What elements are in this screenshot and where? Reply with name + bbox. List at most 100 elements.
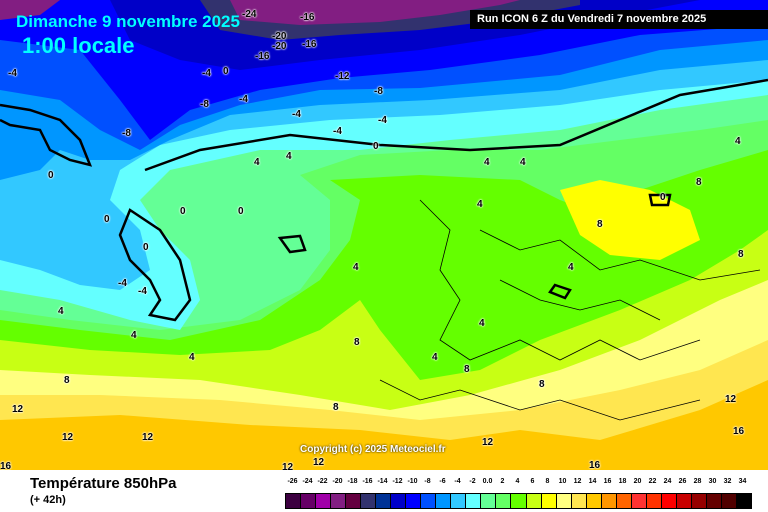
contour-label: 0 bbox=[143, 242, 149, 253]
contour-label: 8 bbox=[597, 219, 603, 230]
legend-swatch bbox=[436, 494, 452, 508]
legend-label: -22 bbox=[317, 478, 328, 485]
contour-label: -24 bbox=[242, 9, 257, 20]
hudson-bay bbox=[118, 208, 192, 322]
contour-label: -16 bbox=[255, 51, 270, 62]
legend-label: -6 bbox=[439, 478, 446, 485]
inland-sea bbox=[548, 283, 572, 300]
legend-swatch bbox=[631, 494, 647, 508]
legend-swatch bbox=[526, 494, 542, 508]
contour-label: 4 bbox=[353, 262, 359, 273]
contour-label: 0 bbox=[223, 66, 229, 77]
borders bbox=[379, 199, 761, 421]
island-outline bbox=[277, 234, 307, 254]
contour-label: 8 bbox=[738, 249, 744, 260]
contour-label: 12 bbox=[12, 404, 24, 415]
legend-swatch bbox=[661, 494, 677, 508]
legend-label: 10 bbox=[558, 478, 567, 485]
contour-label: -4 bbox=[118, 278, 127, 289]
legend-swatch bbox=[721, 494, 737, 508]
contour-label: 0 bbox=[373, 141, 379, 152]
legend-swatch bbox=[646, 494, 662, 508]
model-run-info: Run ICON 6 Z du Vendredi 7 novembre 2025 bbox=[470, 10, 768, 29]
contour-label: 0 bbox=[48, 170, 54, 181]
contour-label: 4 bbox=[735, 136, 741, 147]
legend-label: -10 bbox=[407, 478, 418, 485]
contour-label: 0 bbox=[180, 206, 186, 217]
contour-label: 8 bbox=[696, 177, 702, 188]
legend-swatch bbox=[361, 494, 377, 508]
contour-label: 8 bbox=[333, 402, 339, 413]
legend-label: 12 bbox=[573, 478, 582, 485]
legend-swatch bbox=[541, 494, 557, 508]
legend-swatch bbox=[421, 494, 437, 508]
contour-label: 8 bbox=[64, 375, 70, 386]
border-line bbox=[419, 199, 701, 361]
legend-label: 16 bbox=[603, 478, 612, 485]
contour-label: 8 bbox=[539, 379, 545, 390]
contour-label: 4 bbox=[189, 352, 195, 363]
contour-label: -12 bbox=[335, 71, 350, 82]
legend-swatch bbox=[406, 494, 422, 508]
legend-label: -14 bbox=[377, 478, 388, 485]
legend-label: 26 bbox=[678, 478, 687, 485]
contour-label: -20 bbox=[272, 41, 287, 52]
legend-label: 14 bbox=[588, 478, 597, 485]
legend-swatch bbox=[586, 494, 602, 508]
forecast-date: Dimanche 9 novembre 2025 bbox=[16, 12, 240, 31]
legend-swatch bbox=[376, 494, 392, 508]
legend-label: -12 bbox=[392, 478, 403, 485]
contour-label: 12 bbox=[482, 437, 494, 448]
contour-label: 4 bbox=[58, 306, 64, 317]
legend-swatch bbox=[451, 494, 467, 508]
legend-label: 34 bbox=[738, 478, 747, 485]
legend-label: -4 bbox=[454, 478, 461, 485]
contour-label: 8 bbox=[464, 364, 470, 375]
contour-label: 0 bbox=[238, 206, 244, 217]
arctic-coast bbox=[144, 78, 768, 172]
border-line bbox=[479, 229, 761, 281]
contour-label: 4 bbox=[484, 157, 490, 168]
contour-label: 8 bbox=[354, 337, 360, 348]
zone-nw-cold bbox=[0, 0, 60, 20]
legend-label: 22 bbox=[648, 478, 657, 485]
legend-label: -24 bbox=[302, 478, 313, 485]
legend-swatch bbox=[346, 494, 362, 508]
legend-swatch bbox=[316, 494, 332, 508]
legend-swatch bbox=[331, 494, 347, 508]
contour-label: 4 bbox=[520, 157, 526, 168]
legend-label: 20 bbox=[633, 478, 642, 485]
contour-label: 12 bbox=[142, 432, 154, 443]
legend-bar bbox=[285, 493, 752, 509]
contour-label: 4 bbox=[477, 199, 483, 210]
contour-label: -4 bbox=[378, 115, 387, 126]
legend-label: 18 bbox=[618, 478, 627, 485]
contour-label: 12 bbox=[62, 432, 74, 443]
lake-outline bbox=[648, 193, 672, 207]
contour-label: -4 bbox=[239, 94, 248, 105]
contour-label: -4 bbox=[292, 109, 301, 120]
contour-label: -20 bbox=[272, 31, 287, 42]
contour-label: 4 bbox=[479, 318, 485, 329]
legend-label: 6 bbox=[530, 478, 535, 485]
legend-label: 4 bbox=[515, 478, 520, 485]
temperature-field bbox=[0, 0, 768, 470]
legend-label: 24 bbox=[663, 478, 672, 485]
legend-label: -18 bbox=[347, 478, 358, 485]
contour-label: 16 bbox=[589, 460, 601, 471]
legend-label: 2 bbox=[500, 478, 505, 485]
contour-label: -4 bbox=[333, 126, 342, 137]
legend-label: -26 bbox=[287, 478, 298, 485]
legend-label: 0.0 bbox=[482, 478, 493, 485]
legend-label: -20 bbox=[332, 478, 343, 485]
contour-label: 4 bbox=[568, 262, 574, 273]
contour-label: 12 bbox=[725, 394, 737, 405]
coastlines bbox=[0, 78, 768, 322]
legend-swatch bbox=[706, 494, 722, 508]
legend-swatch bbox=[736, 494, 751, 508]
legend-swatch bbox=[391, 494, 407, 508]
legend-labels: -26 -24 -22 -20 -18 -16 -14 -12 -10 -8 -6 -4 -2 0.0 2 4… bbox=[285, 478, 755, 490]
contour-label: 4 bbox=[131, 330, 137, 341]
forecast-local-time: 1:00 locale bbox=[22, 33, 135, 58]
contour-label: 4 bbox=[254, 157, 260, 168]
